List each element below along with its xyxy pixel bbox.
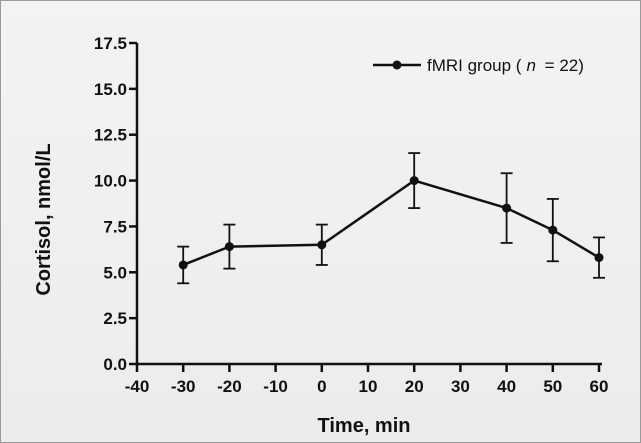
y-tick-label: 12.5 (94, 126, 127, 145)
y-tick-label: 10.0 (94, 172, 127, 191)
legend-label: fMRI group (n = 22) (427, 56, 584, 75)
series-layer (177, 152, 605, 285)
x-tick-label: 0 (317, 377, 326, 396)
y-tick-label: 2.5 (103, 309, 127, 328)
legend-label-prefix: fMRI group ( (427, 56, 522, 75)
x-axis-title: Time, min (318, 415, 411, 437)
legend-label-n: n (526, 56, 535, 75)
y-tick-label: 17.5 (94, 34, 127, 53)
data-point (594, 253, 604, 263)
legend-point-marker (392, 60, 402, 70)
data-point (178, 260, 188, 270)
y-tick-label: 15.0 (94, 80, 127, 99)
data-point (317, 240, 327, 250)
data-point (409, 176, 419, 186)
data-point (224, 242, 234, 252)
x-tick-label: 40 (497, 377, 516, 396)
x-tick-label: 20 (405, 377, 424, 396)
y-tick-label: 5.0 (103, 263, 127, 282)
axes: 0.0 2.5 5.0 7.5 10.0 12.5 15.0 17.5 -40 -30 -20 -1… (94, 34, 609, 396)
data-point (502, 203, 512, 213)
y-tick-label: 0.0 (103, 355, 127, 374)
x-tick-label: -30 (171, 377, 196, 396)
y-axis-title: Cortisol, nmol/L (33, 143, 55, 295)
y-tick-label: 7.5 (103, 217, 127, 236)
legend: fMRI group (n = 22) (373, 56, 584, 75)
x-tick-label: -10 (263, 377, 288, 396)
series-line (182, 179, 600, 267)
y-ticks: 0.0 2.5 5.0 7.5 10.0 12.5 15.0 17.5 (94, 34, 137, 374)
x-tick-label: 10 (359, 377, 378, 396)
x-tick-label: -40 (125, 377, 150, 396)
legend-label-suffix: = 22) (540, 56, 584, 75)
data-point (548, 225, 558, 235)
x-tick-label: -20 (217, 377, 242, 396)
x-tick-label: 50 (543, 377, 562, 396)
x-tick-label: 30 (451, 377, 470, 396)
x-tick-label: 60 (590, 377, 609, 396)
x-ticks: -40 -30 -20 -10 0 10 20 30 40 50 60 (125, 364, 609, 396)
